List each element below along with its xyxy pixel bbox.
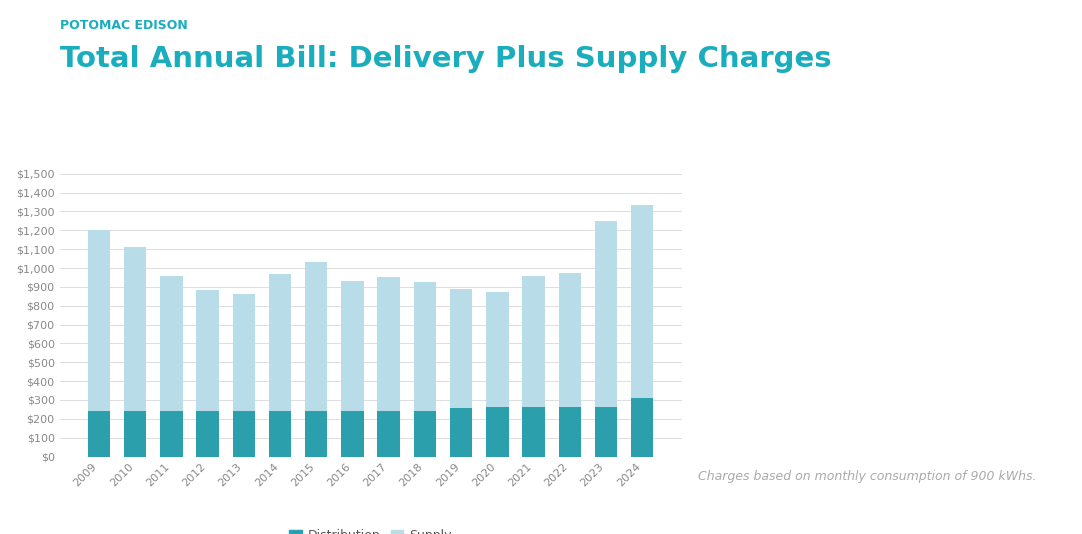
Bar xyxy=(124,411,146,457)
Bar xyxy=(558,273,581,406)
Bar xyxy=(413,411,436,457)
Bar xyxy=(558,406,581,457)
Bar xyxy=(378,411,400,457)
Bar xyxy=(631,398,654,457)
Bar xyxy=(523,406,544,457)
Bar xyxy=(268,411,291,457)
Bar xyxy=(631,205,654,398)
Bar xyxy=(523,277,544,406)
Bar xyxy=(341,281,364,411)
Text: POTOMAC EDISON: POTOMAC EDISON xyxy=(60,19,187,32)
Bar xyxy=(233,294,255,411)
Bar xyxy=(124,247,146,411)
Bar xyxy=(197,289,219,411)
Bar xyxy=(268,273,291,411)
Bar xyxy=(413,282,436,411)
Bar xyxy=(341,411,364,457)
Legend: Distribution, Supply: Distribution, Supply xyxy=(289,529,452,534)
Bar xyxy=(88,411,110,457)
Text: Charges based on monthly consumption of 900 kWhs.: Charges based on monthly consumption of … xyxy=(698,470,1037,483)
Bar xyxy=(160,276,183,411)
Bar xyxy=(305,411,328,457)
Bar xyxy=(486,292,509,406)
Text: Total Annual Bill: Delivery Plus Supply Charges: Total Annual Bill: Delivery Plus Supply … xyxy=(60,45,831,73)
Bar xyxy=(88,230,110,411)
Bar xyxy=(450,289,473,409)
Bar xyxy=(486,406,509,457)
Bar xyxy=(197,411,219,457)
Bar xyxy=(450,409,473,457)
Bar xyxy=(378,278,400,411)
Bar xyxy=(595,221,617,406)
Bar xyxy=(233,411,255,457)
Bar xyxy=(160,411,183,457)
Bar xyxy=(305,262,328,411)
Bar xyxy=(595,406,617,457)
